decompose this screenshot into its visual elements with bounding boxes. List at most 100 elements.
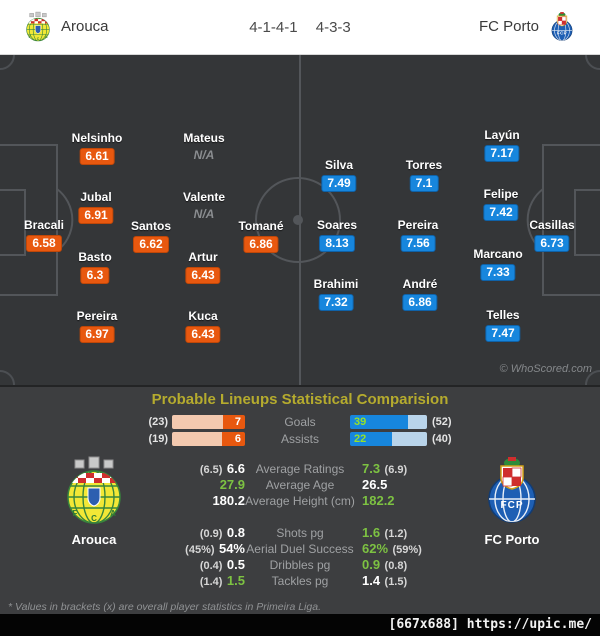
home-bar-remainder (172, 415, 224, 429)
home-formation: 4-1-4-1 (249, 19, 298, 36)
stat-row: (0.4) 0.5 Dribbles pg 0.9 (0.8) (0, 557, 600, 573)
player-name: Marcano (473, 247, 523, 261)
away-stat-cell: 182.2 (362, 493, 395, 508)
away-bracket-value: (52) (432, 416, 452, 428)
player: Marcano 7.33 (473, 247, 523, 281)
player-rating-badge: 6.61 (79, 148, 115, 165)
away-bar-value-segment: 22 (350, 432, 393, 446)
player-name: Silva (324, 158, 354, 172)
player-name: Telles (486, 308, 520, 322)
pitch-markings (0, 55, 600, 385)
player-name: Basto (78, 250, 112, 264)
away-team-block: FC Porto (464, 455, 560, 547)
player: Basto 6.3 (78, 250, 112, 284)
porto-crest-icon (548, 11, 576, 42)
stat-label: Average Age (265, 478, 335, 492)
home-stat-cell: (1.4) 1.5 (199, 573, 245, 588)
player-name: Jubal (80, 190, 112, 204)
player-name: Layún (484, 128, 520, 142)
stat-label: Tackles pg (271, 574, 329, 588)
player-rating-badge: 8.13 (319, 235, 355, 252)
home-bar-value-segment: 6 (221, 432, 245, 446)
stat-label: Dribbles pg (269, 558, 331, 572)
stat-row: (45%) 54% Aerial Duel Success 62% (59%) (0, 541, 600, 557)
player-name: Santos (130, 219, 172, 233)
player-rating-badge: 6.97 (79, 326, 115, 343)
away-bar: 22 (350, 432, 427, 446)
player: Jubal 6.91 (78, 190, 114, 224)
stat-row: (1.4) 1.5 Tackles pg 1.4 (1.5) (0, 573, 600, 589)
player: Tomané 6.86 (238, 219, 284, 253)
player-rating-badge: 6.62 (133, 236, 169, 253)
away-stat-cell: 26.5 (362, 477, 388, 492)
home-team-label: Arouca (71, 532, 117, 547)
player: André 6.86 (402, 277, 438, 311)
player: Nelsinho 6.61 (71, 131, 123, 165)
player-name: Kuca (188, 309, 218, 323)
lineup-pitch: Bracali 6.58 Nelsinho 6.61 Jubal 6.91 Ba… (0, 55, 600, 385)
player-name: Artur (188, 250, 218, 264)
player-name: Brahimi (313, 277, 359, 291)
away-bar-number: 39 (354, 416, 367, 428)
stat-rows-per-game: (0.9) 0.8 Shots pg 1.6 (1.2) (45%) 54% A… (0, 525, 600, 589)
player-rating-badge: 7.17 (484, 145, 520, 162)
home-bar: 6 (172, 432, 245, 446)
stat-label: Aerial Duel Success (246, 542, 354, 556)
player: Soares 8.13 (317, 218, 357, 252)
player: Layún 7.17 (484, 128, 520, 162)
stat-label: Average Ratings (255, 462, 345, 476)
away-stat-cell: 1.6 (1.2) (362, 525, 408, 540)
player-rating-badge: 7.42 (483, 204, 519, 221)
player-name: Soares (316, 218, 358, 232)
comparison-title: Probable Lineups Statistical Comparision (151, 391, 449, 408)
stat-row: 27.9 Average Age 26.5 (0, 477, 600, 493)
home-bar: 7 (172, 415, 245, 429)
player-name: Pereira (76, 309, 118, 323)
player: Santos 6.62 (131, 219, 171, 253)
formations: 4-1-4-1 4-3-3 (0, 19, 600, 36)
away-bar-remainder (407, 415, 427, 429)
comparison-bars: (23) 7 Goals 39 (52) (19) (0, 415, 600, 449)
player-rating-badge: 7.49 (321, 175, 357, 192)
player: Mateus N/A (183, 131, 224, 164)
stat-label: Average Height (cm) (245, 494, 355, 508)
comparison-bar-row: (23) 7 Goals 39 (52) (0, 415, 600, 430)
player-name: André (402, 277, 438, 291)
home-bar-number: 6 (234, 433, 241, 445)
player: Valente N/A (183, 190, 225, 223)
player-rating-badge: 6.58 (26, 235, 62, 252)
away-stat-cell: 0.9 (0.8) (362, 557, 408, 572)
player-rating-badge: 7.47 (485, 325, 521, 342)
player-name: Felipe (483, 187, 519, 201)
player-name: Torres (405, 158, 443, 172)
player-name: Casillas (529, 218, 575, 232)
image-host-watermark: [667x688] https://upic.me/ (388, 617, 593, 632)
home-team-name: Arouca (61, 18, 109, 35)
home-stat-cell: 180.2 (212, 493, 245, 508)
player-rating-badge: N/A (193, 207, 215, 221)
player-rating-badge: 6.43 (185, 326, 221, 343)
player: Felipe 7.42 (483, 187, 519, 221)
player-name: Pereira (397, 218, 439, 232)
home-bar-remainder (172, 432, 222, 446)
player: Casillas 6.73 (529, 218, 575, 252)
home-stat-cell: (0.4) 0.5 (199, 557, 245, 572)
player-rating-badge: 6.43 (185, 267, 221, 284)
away-stat-cell: 62% (59%) (362, 541, 422, 556)
player-rating-badge: 7.56 (400, 235, 436, 252)
player-name: Valente (182, 190, 226, 204)
player-name: Nelsinho (71, 131, 123, 145)
stat-row: (0.9) 0.8 Shots pg 1.6 (1.2) (0, 525, 600, 541)
player-rating-badge: 6.3 (80, 267, 110, 284)
player: Kuca 6.43 (185, 309, 221, 343)
statistical-comparison: Probable Lineups Statistical Comparision… (0, 385, 600, 614)
home-bar-number: 7 (234, 416, 241, 428)
player-name: Bracali (23, 218, 65, 232)
player: Artur 6.43 (185, 250, 221, 284)
player-name: Mateus (183, 131, 225, 145)
home-stat-cell: (0.9) 0.8 (199, 525, 245, 540)
player: Torres 7.1 (406, 158, 442, 192)
bar-stat-label: Assists (280, 432, 319, 446)
stat-row: (6.5) 6.6 Average Ratings 7.3 (6.9) (0, 461, 600, 477)
away-bar-value-segment: 39 (350, 415, 408, 429)
